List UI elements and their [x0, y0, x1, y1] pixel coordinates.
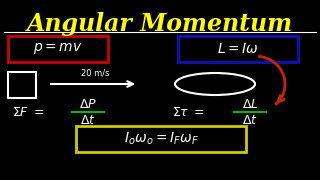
Text: $\Delta t$: $\Delta t$: [80, 114, 96, 127]
Text: Angular Momentum: Angular Momentum: [27, 12, 293, 36]
Text: $\Delta t$: $\Delta t$: [242, 114, 258, 127]
Bar: [8, 72, 36, 98]
Text: 20 m/s: 20 m/s: [81, 68, 109, 77]
Text: $p = mv$: $p = mv$: [33, 42, 83, 57]
Text: $\Sigma F\ =\ $: $\Sigma F\ =\ $: [12, 105, 45, 118]
Bar: [76, 126, 246, 152]
Text: $\Sigma\tau\ =\ $: $\Sigma\tau\ =\ $: [172, 105, 205, 118]
Text: $L = I\omega$: $L = I\omega$: [217, 42, 259, 56]
Bar: [178, 36, 298, 62]
Text: $\Delta P$: $\Delta P$: [79, 98, 97, 111]
Bar: [8, 36, 108, 62]
Text: $\Delta L$: $\Delta L$: [242, 98, 258, 111]
Text: $I_o\omega_o = I_F\omega_F$: $I_o\omega_o = I_F\omega_F$: [124, 131, 198, 147]
